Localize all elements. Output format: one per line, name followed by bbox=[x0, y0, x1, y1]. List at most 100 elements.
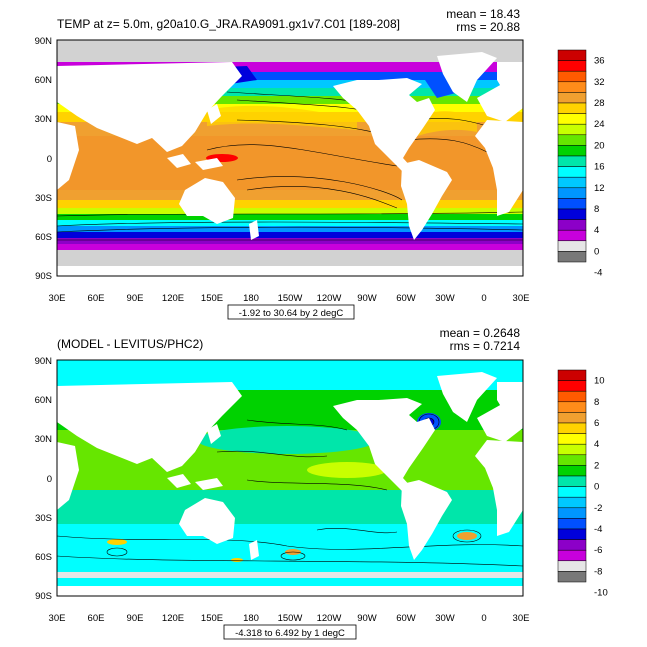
lat-tick-label: 60N bbox=[35, 395, 53, 406]
lon-tick-label: 60E bbox=[88, 293, 105, 304]
map-border bbox=[56, 39, 524, 277]
colorbar-swatch bbox=[557, 454, 587, 466]
colorbar-swatch bbox=[557, 145, 587, 157]
lat-tick-label: 60N bbox=[35, 75, 53, 86]
lon-tick-label: 30E bbox=[49, 293, 66, 304]
lon-tick-label: 90E bbox=[127, 293, 144, 304]
colorbar-label: 8 bbox=[594, 397, 599, 408]
lon-tick-label: 0 bbox=[481, 613, 486, 624]
lon-tick-label: 180 bbox=[243, 613, 259, 624]
lat-tick-label: 90S bbox=[35, 271, 52, 282]
colorbar: 10 8 6 4 2 0 -2 -4 -6 -8 -10 bbox=[557, 369, 608, 599]
colorbar-label: 4 bbox=[594, 439, 599, 450]
lon-tick-label: 30E bbox=[49, 613, 66, 624]
lon-tick-label: 60W bbox=[396, 613, 416, 624]
colorbar-label: 20 bbox=[594, 140, 605, 151]
colorbar-swatch bbox=[557, 113, 587, 125]
colorbar-swatch bbox=[557, 60, 587, 72]
lon-tick-label: 0 bbox=[481, 293, 486, 304]
lon-tick-label: 30E bbox=[513, 613, 530, 624]
lon-tick-label: 90W bbox=[357, 613, 377, 624]
colorbar-swatch bbox=[557, 422, 587, 434]
lat-axis: 90N 60N 30N 0 30S 60S 90S bbox=[35, 356, 53, 602]
contour-info: -1.92 to 30.64 by 2 degC bbox=[239, 308, 344, 319]
colorbar-swatch bbox=[557, 507, 587, 519]
colorbar-label: 16 bbox=[594, 162, 605, 173]
colorbar-label: 6 bbox=[594, 418, 599, 429]
colorbar-label: 36 bbox=[594, 56, 605, 67]
panel-2: (MODEL - LEVITUS/PHC2) mean = 0.2648 rms… bbox=[35, 326, 608, 640]
lon-tick-label: 90E bbox=[127, 613, 144, 624]
lon-tick-label: 60E bbox=[88, 613, 105, 624]
colorbar-swatch bbox=[557, 102, 587, 114]
colorbar-label: 0 bbox=[594, 246, 599, 257]
lat-tick-label: 30S bbox=[35, 513, 52, 524]
lat-tick-label: 90N bbox=[35, 356, 53, 367]
colorbar-label: 24 bbox=[594, 119, 605, 130]
colorbar-swatch bbox=[557, 155, 587, 167]
lon-tick-label: 120W bbox=[317, 613, 342, 624]
colorbar-label: 4 bbox=[594, 225, 599, 236]
colorbar-swatch bbox=[557, 219, 587, 231]
map-frame bbox=[56, 39, 537, 277]
panel-1: TEMP at z= 5.0m, g20a10.G_JRA.RA9091.gx1… bbox=[35, 7, 605, 320]
colorbar-swatch bbox=[557, 560, 587, 572]
colorbar-swatch bbox=[557, 369, 587, 381]
colorbar-swatch bbox=[557, 92, 587, 104]
colorbar-swatch bbox=[557, 176, 587, 189]
contour-info-box: -1.92 to 30.64 by 2 degC bbox=[227, 304, 355, 320]
colorbar-swatch bbox=[557, 198, 587, 210]
colorbar-swatch bbox=[557, 465, 587, 477]
colorbar-swatch bbox=[557, 251, 587, 263]
colorbar-swatch bbox=[557, 134, 587, 146]
colorbar-label: -8 bbox=[594, 566, 602, 577]
colorbar-swatch bbox=[557, 433, 587, 445]
colorbar-swatch bbox=[557, 475, 587, 487]
lon-axis: 30E 60E 90E 120E 150E 180 150W 120W 90W … bbox=[49, 613, 530, 624]
lat-tick-label: 30S bbox=[35, 193, 52, 204]
colorbar-label: -4 bbox=[594, 524, 602, 535]
colorbar-label: -2 bbox=[594, 503, 602, 514]
colorbar-swatch bbox=[557, 571, 587, 583]
lon-tick-label: 150W bbox=[278, 293, 303, 304]
colorbar-swatch bbox=[557, 486, 587, 498]
colorbar-swatch bbox=[557, 166, 587, 178]
lon-tick-label: 120W bbox=[317, 293, 342, 304]
lat-axis: 90N 60N 30N 0 30S 60S 90S bbox=[35, 36, 53, 282]
lat-tick-label: 30N bbox=[35, 114, 53, 125]
colorbar-swatch bbox=[557, 443, 587, 456]
colorbar-label: -4 bbox=[594, 268, 602, 279]
colorbar-swatch bbox=[557, 401, 587, 413]
colorbar-swatch bbox=[557, 70, 587, 83]
panel-title: (MODEL - LEVITUS/PHC2) bbox=[57, 337, 203, 351]
lon-tick-label: 120E bbox=[162, 613, 184, 624]
colorbar-swatch bbox=[557, 496, 587, 509]
colorbar-label: 0 bbox=[594, 482, 599, 493]
mean-value: mean = 0.2648 bbox=[440, 326, 521, 340]
colorbar-swatch bbox=[557, 549, 587, 562]
lon-tick-label: 30W bbox=[435, 293, 455, 304]
lon-tick-label: 150W bbox=[278, 613, 303, 624]
colorbar-label: 10 bbox=[594, 376, 605, 387]
lon-tick-label: 30W bbox=[435, 613, 455, 624]
colorbar-swatch bbox=[557, 81, 587, 93]
lon-tick-label: 150E bbox=[201, 613, 223, 624]
colorbar-swatch bbox=[557, 187, 587, 199]
colorbar-swatch bbox=[557, 518, 587, 530]
colorbar-swatch bbox=[557, 123, 587, 136]
colorbar-label: 2 bbox=[594, 460, 599, 471]
lon-tick-label: 120E bbox=[162, 293, 184, 304]
lon-tick-label: 60W bbox=[396, 293, 416, 304]
colorbar-swatch bbox=[557, 240, 587, 252]
rms-value: rms = 20.88 bbox=[456, 20, 520, 34]
colorbar-label: 12 bbox=[594, 183, 605, 194]
lat-tick-label: 90N bbox=[35, 36, 53, 47]
colorbar-label: 32 bbox=[594, 77, 605, 88]
colorbar-label: -6 bbox=[594, 545, 602, 556]
contour-info: -4.318 to 6.492 by 1 degC bbox=[235, 628, 345, 639]
lat-tick-label: 90S bbox=[35, 591, 52, 602]
map-frame bbox=[56, 359, 537, 597]
rms-value: rms = 0.7214 bbox=[450, 339, 521, 353]
colorbar-label: -10 bbox=[594, 588, 608, 599]
